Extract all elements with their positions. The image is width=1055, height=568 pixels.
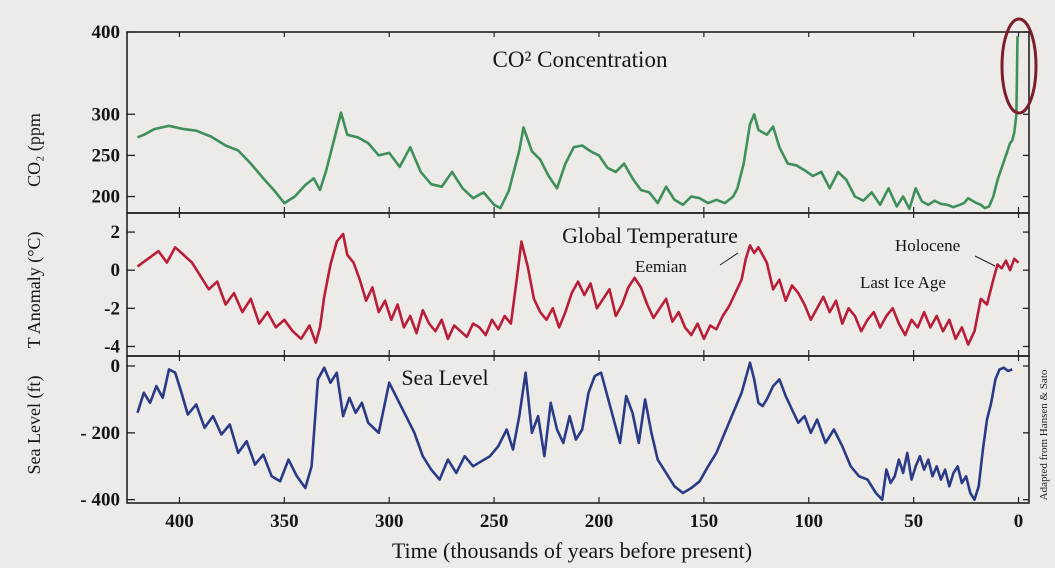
sea-level-axis-label: Sea Level (ft) — [24, 376, 45, 475]
x-tick-label: 100 — [794, 511, 823, 532]
series-line — [137, 36, 1019, 211]
x-tick-label: 150 — [690, 511, 719, 532]
y-tick-label: 0 — [111, 356, 121, 377]
y-tick-label: 400 — [92, 22, 121, 43]
x-tick-label: 50 — [904, 511, 923, 532]
holocene-pointer — [974, 255, 996, 267]
y-tick-label: -2 — [104, 298, 120, 319]
sea-level-title: Sea Level — [401, 365, 488, 390]
co2-axis-label: CO₂ (ppm — [24, 113, 45, 187]
series-line — [136, 361, 1013, 502]
temperature-title: Global Temperature — [562, 223, 738, 248]
recent-co2-highlight-circle — [1000, 17, 1038, 115]
eemian-annotation: Eemian — [635, 257, 687, 276]
last-ice-age-annotation: Last Ice Age — [860, 273, 946, 292]
co2-title: CO² Concentration — [493, 47, 668, 72]
y-tick-label: - 400 — [80, 490, 120, 511]
y-tick-label: 2 — [111, 222, 121, 243]
x-tick-label: 350 — [270, 511, 299, 532]
panel-frame — [126, 355, 1030, 504]
x-axis-title: Time (thousands of years before present) — [392, 538, 752, 563]
x-tick-label: 200 — [585, 511, 614, 532]
y-tick-label: 300 — [92, 104, 121, 125]
x-tick-label: 250 — [480, 511, 509, 532]
temperature-axis-label: T Anomaly (°C) — [24, 232, 45, 349]
x-tick-label: 0 — [1014, 511, 1024, 532]
y-tick-label: 0 — [111, 260, 121, 281]
source-credit: Adapted from Hansen & Sato — [1038, 369, 1050, 500]
x-tick-label: 300 — [375, 511, 404, 532]
x-tick-label: 400 — [165, 511, 194, 532]
sea-level-panel: 0 - 200 - 400 400 350 300 250 200 150 100 50 0 — [80, 355, 1030, 532]
y-tick-label: - 200 — [80, 423, 120, 444]
eemian-pointer — [719, 252, 739, 266]
y-tick-label: -4 — [104, 336, 120, 357]
series-line — [136, 232, 1020, 346]
y-tick-label: 200 — [92, 187, 121, 208]
y-tick-label: 250 — [92, 145, 121, 166]
holocene-annotation: Holocene — [895, 236, 960, 255]
